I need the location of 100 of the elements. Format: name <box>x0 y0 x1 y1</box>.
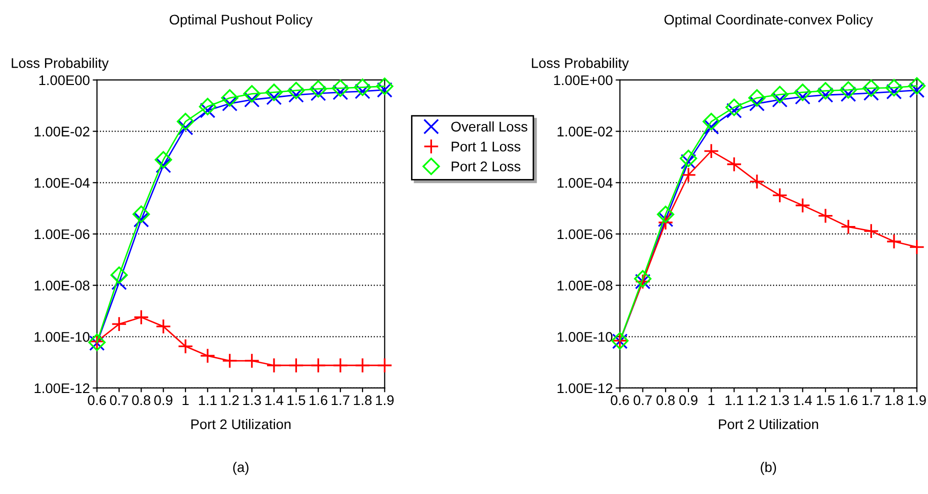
legend-label: Overall Loss <box>451 121 528 132</box>
point <box>794 89 810 105</box>
point <box>287 82 305 100</box>
y-tick-label: 1.00E-08 <box>34 280 90 290</box>
point <box>354 84 370 100</box>
point <box>376 82 392 98</box>
point <box>863 223 879 239</box>
point <box>885 79 903 96</box>
point <box>909 82 925 98</box>
point <box>332 79 350 97</box>
point <box>794 84 812 102</box>
chart-title: Optimal Pushout Policy <box>170 14 313 28</box>
x-tick-label: 0.7 <box>110 395 128 406</box>
chart-title: Optimal Coordinate-convex Policy <box>664 14 873 28</box>
point <box>176 112 194 130</box>
x-tick-label: 1.1 <box>199 395 217 405</box>
point <box>794 198 810 214</box>
point <box>221 89 238 107</box>
point <box>909 239 925 255</box>
x-tick-label: 1.2 <box>221 395 239 405</box>
y-axis-title: Loss Probability <box>532 58 629 71</box>
text: (a) <box>233 462 248 475</box>
point <box>886 234 902 250</box>
point <box>656 206 674 224</box>
x-tick-label: 1.4 <box>265 395 284 405</box>
point <box>818 208 834 224</box>
point <box>886 84 902 100</box>
x-tick-label: 0.9 <box>679 395 698 406</box>
x-tick-label: 1.1 <box>726 395 744 405</box>
point <box>749 96 765 112</box>
point <box>703 119 720 135</box>
y-tick-label: 1.00E-02 <box>558 126 612 136</box>
point <box>680 154 696 170</box>
point <box>680 167 696 183</box>
point <box>222 352 238 369</box>
point <box>658 214 674 230</box>
point <box>156 318 172 334</box>
point <box>726 102 742 118</box>
x-tick-label: 0.8 <box>656 395 675 406</box>
x-tick-label: 1.7 <box>862 395 880 405</box>
point <box>748 89 766 107</box>
y-tick-label: 1.00E-02 <box>34 126 90 136</box>
x-tick-label: 1.7 <box>332 395 350 405</box>
y-axis-title: Loss Probability <box>12 58 109 71</box>
point <box>862 79 880 97</box>
x-tick-label: 1.4 <box>794 395 812 405</box>
point <box>818 87 834 103</box>
point <box>772 92 788 108</box>
point <box>332 358 348 374</box>
point <box>863 85 879 101</box>
point <box>111 316 127 332</box>
text: (b) <box>760 462 776 475</box>
x-tick-label: 1.8 <box>354 395 372 406</box>
point <box>178 338 194 354</box>
y-tick-label: 1.00E-08 <box>558 280 612 290</box>
point <box>840 81 858 99</box>
legend-label: Port 1 Loss <box>452 142 520 152</box>
y-tick-label: 1.00E-12 <box>558 383 612 394</box>
x-tick-label: 1.2 <box>748 395 766 405</box>
point <box>156 158 172 174</box>
point <box>332 84 348 100</box>
x-axis-title: Port 2 Utilization <box>191 418 290 430</box>
x-tick-label: 1 <box>708 395 714 405</box>
point <box>772 188 788 204</box>
point <box>265 84 283 102</box>
point <box>222 96 238 112</box>
point <box>244 352 260 369</box>
y-tick-label: 1.00E-06 <box>558 229 612 240</box>
point <box>354 78 372 96</box>
point <box>680 150 698 168</box>
x-tick-label: 1.3 <box>243 395 261 406</box>
x-tick-label: 1.5 <box>816 395 835 406</box>
point <box>376 358 392 374</box>
y-tick-label: 1.00E+00 <box>554 75 612 86</box>
point <box>840 86 856 102</box>
y-tick-label: 1.00E-12 <box>34 383 90 394</box>
point <box>133 212 150 228</box>
y-tick-label: 1.00E-06 <box>34 229 90 240</box>
point <box>354 358 370 374</box>
point <box>725 98 743 116</box>
point <box>703 143 720 159</box>
point <box>310 358 326 374</box>
x-tick-label: 1.5 <box>288 395 306 406</box>
point <box>771 86 788 104</box>
point <box>908 77 926 95</box>
x-tick-label: 1.8 <box>885 395 904 406</box>
point <box>376 78 394 95</box>
point <box>726 156 742 172</box>
point <box>110 266 128 284</box>
point <box>634 270 652 288</box>
x-tick-label: 0.6 <box>88 395 106 406</box>
y-tick-label: 1.00E-10 <box>34 332 90 342</box>
x-tick-label: 0.8 <box>132 395 150 406</box>
point <box>749 174 765 190</box>
point <box>266 90 282 106</box>
point <box>266 358 282 374</box>
x-tick-label: 1 <box>182 395 189 405</box>
x-tick-label: 1.9 <box>908 395 926 406</box>
point <box>310 80 327 98</box>
y-tick-label: 1.00E-04 <box>558 178 613 188</box>
